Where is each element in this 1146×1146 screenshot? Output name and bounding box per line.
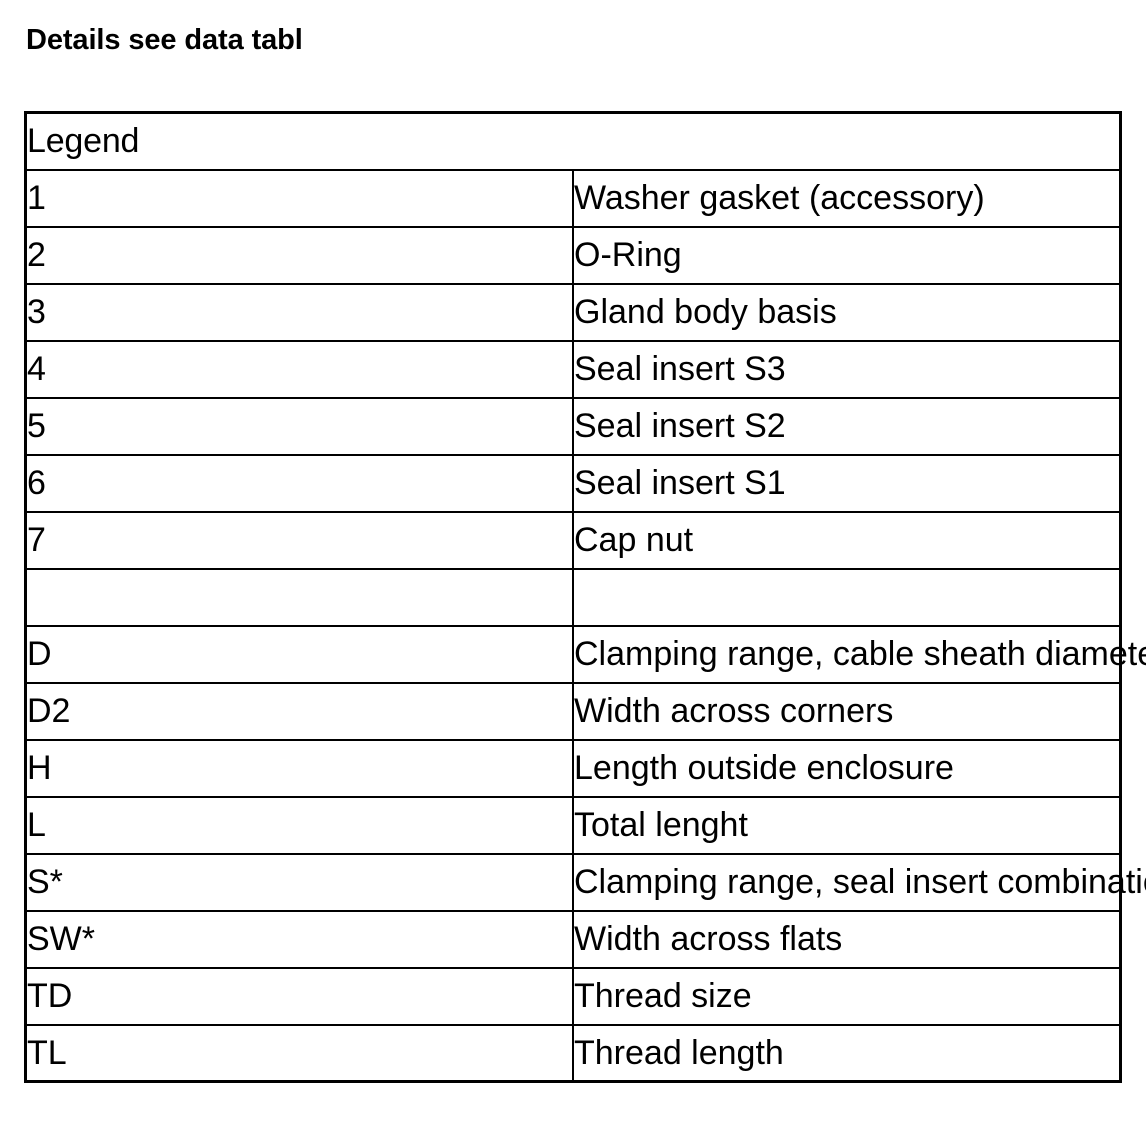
legend-row: TD Thread size — [24, 966, 1122, 1026]
legend-key-cell: D — [24, 624, 574, 684]
legend-key-cell: 3 — [24, 282, 574, 342]
legend-row: H Length outside enclosure — [24, 738, 1122, 798]
legend-row: 4 Seal insert S3 — [24, 339, 1122, 399]
legend-row: 5 Seal insert S2 — [24, 396, 1122, 456]
legend-key-cell: 6 — [24, 453, 574, 513]
legend-table-body: Legend 1 Washer gasket (accessory) 2 O-Ring… — [24, 111, 1146, 1083]
legend-description-cell: Clamping range, seal insert combinations — [572, 852, 1146, 912]
legend-key-cell: S* — [24, 852, 574, 912]
legend-description-cell: Total lenght — [572, 795, 1122, 855]
legend-key-cell: 5 — [24, 396, 574, 456]
legend-row: TL Thread length — [24, 1023, 1122, 1083]
legend-row: L Total lenght — [24, 795, 1122, 855]
legend-key-cell: H — [24, 738, 574, 798]
legend-description-cell: Seal insert S1 — [572, 453, 1122, 513]
legend-table: Legend 1 Washer gasket (accessory) 2 O-Ring… — [24, 111, 1146, 1083]
legend-row: D Clamping range, cable sheath diameter — [24, 624, 1146, 684]
legend-description-cell: Width across corners — [572, 681, 1122, 741]
legend-description-cell: Gland body basis — [572, 282, 1122, 342]
legend-row: SW* Width across flats — [24, 909, 1122, 969]
legend-description-cell: Clamping range, cable sheath diameter — [572, 624, 1146, 684]
legend-key-cell: TL — [24, 1023, 574, 1083]
legend-spacer-row — [24, 567, 1122, 627]
legend-key-cell: 7 — [24, 510, 574, 570]
legend-header-cell: Legend — [24, 111, 1122, 171]
legend-key-cell: TD — [24, 966, 574, 1026]
legend-row: 1 Washer gasket (accessory) — [24, 168, 1122, 228]
legend-description-cell: Seal insert S2 — [572, 396, 1122, 456]
legend-description-cell: Cap nut — [572, 510, 1122, 570]
legend-key-cell: 1 — [24, 168, 574, 228]
legend-row: 7 Cap nut — [24, 510, 1122, 570]
legend-description-cell: Thread length — [572, 1023, 1122, 1083]
legend-key-cell: 4 — [24, 339, 574, 399]
legend-header-row: Legend — [24, 111, 1122, 171]
legend-row: 2 O-Ring — [24, 225, 1122, 285]
legend-description-cell — [572, 567, 1122, 627]
legend-key-cell: L — [24, 795, 574, 855]
legend-description-cell: O-Ring — [572, 225, 1122, 285]
page-title: Details see data tabl — [26, 24, 303, 56]
legend-table-container: Legend 1 Washer gasket (accessory) 2 O-Ring… — [24, 111, 1146, 1083]
legend-key-cell: SW* — [24, 909, 574, 969]
legend-row: S* Clamping range, seal insert combinatio… — [24, 852, 1146, 912]
legend-description-cell: Washer gasket (accessory) — [572, 168, 1122, 228]
legend-description-cell: Length outside enclosure — [572, 738, 1122, 798]
legend-description-cell: Seal insert S3 — [572, 339, 1122, 399]
legend-key-cell: D2 — [24, 681, 574, 741]
legend-row: 6 Seal insert S1 — [24, 453, 1122, 513]
legend-description-cell: Thread size — [572, 966, 1122, 1026]
legend-key-cell — [24, 567, 574, 627]
legend-row: D2 Width across corners — [24, 681, 1122, 741]
legend-key-cell: 2 — [24, 225, 574, 285]
legend-row: 3 Gland body basis — [24, 282, 1122, 342]
legend-description-cell: Width across flats — [572, 909, 1122, 969]
